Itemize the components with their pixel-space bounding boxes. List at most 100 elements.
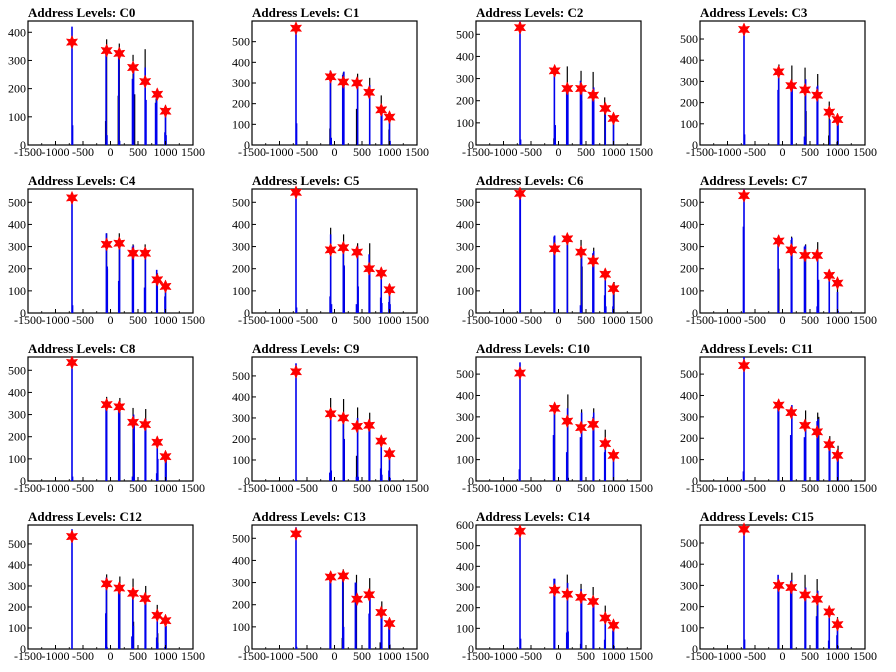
x-tick-label: -1000 bbox=[266, 481, 294, 495]
data-point-star bbox=[785, 405, 798, 420]
chart-title: Address Levels: C11 bbox=[700, 341, 814, 356]
x-tick-label: -1000 bbox=[490, 145, 518, 159]
x-tick-label: 1000 bbox=[602, 649, 626, 663]
data-point-star bbox=[138, 246, 152, 261]
y-tick-label: 300 bbox=[8, 240, 26, 254]
data-point-star bbox=[823, 437, 836, 452]
data-point-star bbox=[513, 20, 527, 35]
x-tick-label: 1500 bbox=[405, 145, 429, 159]
data-point-star bbox=[375, 605, 388, 620]
plot-frame bbox=[27, 20, 194, 146]
y-tick-label: 400 bbox=[680, 53, 698, 67]
y-tick-label: 100 bbox=[456, 116, 474, 130]
chart-title: Address Levels: C6 bbox=[476, 173, 584, 188]
data-point-star bbox=[599, 101, 612, 116]
data-point-star bbox=[772, 397, 785, 413]
data-point-star bbox=[324, 242, 337, 258]
x-tick-label: 500 bbox=[353, 313, 371, 327]
y-tick-label: 0 bbox=[20, 474, 26, 488]
plot-area: -1500 -1000 -500 0 500 1000 1500 0 100 200 300 400 5… bbox=[456, 186, 653, 327]
data-point-star bbox=[823, 604, 836, 620]
x-tick-label: -1500 bbox=[14, 649, 42, 663]
data-point-star bbox=[831, 448, 844, 463]
chart-panel: Address Levels: C5 -1500 -1000 -500 0 500 1000… bbox=[224, 168, 448, 336]
y-tick-label: 200 bbox=[680, 262, 698, 276]
data-point-star bbox=[383, 109, 396, 125]
x-tick-label: 0 bbox=[780, 481, 786, 495]
x-tick-label: 500 bbox=[353, 145, 371, 159]
chart-title: Address Levels: C3 bbox=[700, 5, 808, 20]
data-point-star bbox=[574, 590, 588, 605]
y-tick-label: 500 bbox=[456, 27, 474, 41]
plot-frame bbox=[475, 356, 642, 482]
x-tick-label: -1000 bbox=[42, 313, 70, 327]
y-tick-label: 400 bbox=[8, 558, 26, 572]
plot-area: -1500 -1000 -500 0 500 1000 1500 0 100 200 300 400 5… bbox=[232, 356, 429, 495]
y-tick-label: 100 bbox=[680, 117, 698, 131]
data-point-star bbox=[607, 111, 620, 126]
data-point-star bbox=[324, 69, 337, 84]
data-point-star bbox=[159, 279, 172, 294]
data-point-star bbox=[823, 105, 836, 120]
data-point-star bbox=[350, 592, 364, 607]
x-tick-label: 1500 bbox=[181, 145, 205, 159]
data-point-star bbox=[798, 418, 812, 433]
x-tick-label: -500 bbox=[744, 481, 766, 495]
x-tick-label: -500 bbox=[744, 145, 766, 159]
y-tick-label: 0 bbox=[468, 474, 474, 488]
x-tick-label: -500 bbox=[520, 313, 542, 327]
x-tick-label: 0 bbox=[108, 145, 114, 159]
x-tick-label: 500 bbox=[129, 145, 147, 159]
x-tick-label: 500 bbox=[577, 145, 595, 159]
chart-title: Address Levels: C5 bbox=[252, 173, 360, 188]
data-point-star bbox=[375, 266, 388, 281]
data-point-star bbox=[138, 591, 152, 606]
data-point-star bbox=[798, 248, 812, 263]
x-tick-label: 1500 bbox=[405, 649, 429, 663]
chart-title: Address Levels: C9 bbox=[252, 341, 360, 356]
x-tick-label: -1500 bbox=[686, 313, 714, 327]
x-tick-label: 1500 bbox=[405, 481, 429, 495]
y-tick-label: 400 bbox=[232, 553, 250, 567]
x-tick-label: -500 bbox=[744, 313, 766, 327]
data-point-star bbox=[126, 60, 140, 75]
x-tick-label: 0 bbox=[780, 145, 786, 159]
chart-panel: Address Levels: C8 -1500 -1000 -500 0 500 1000… bbox=[0, 336, 224, 504]
x-tick-label: 500 bbox=[577, 481, 595, 495]
data-point-star bbox=[100, 397, 113, 412]
y-tick-label: 100 bbox=[680, 621, 698, 635]
data-point-star bbox=[737, 522, 751, 537]
data-point-star bbox=[810, 88, 824, 103]
y-tick-label: 0 bbox=[20, 306, 26, 320]
data-point-star bbox=[548, 582, 561, 598]
data-point-star bbox=[113, 236, 126, 251]
x-tick-label: -500 bbox=[296, 145, 318, 159]
data-point-star bbox=[785, 580, 798, 595]
data-point-star bbox=[383, 446, 396, 461]
plot-area: -1500 -1000 -500 0 500 1000 1500 0 100 200 300 400 bbox=[8, 20, 205, 159]
x-tick-label: 500 bbox=[353, 481, 371, 495]
y-tick-label: 400 bbox=[8, 385, 26, 399]
x-tick-label: 500 bbox=[801, 649, 819, 663]
chart-panel: Address Levels: C9 -1500 -1000 -500 0 500 1000… bbox=[224, 336, 448, 504]
y-tick-label: 0 bbox=[692, 474, 698, 488]
y-tick-label: 500 bbox=[8, 537, 26, 551]
chart-panel: Address Levels: C15 -1500 -1000 -500 0 500 100… bbox=[672, 504, 896, 672]
x-tick-label: -1500 bbox=[14, 145, 42, 159]
data-point-star bbox=[772, 64, 785, 80]
x-tick-label: 500 bbox=[353, 649, 371, 663]
x-tick-label: -1500 bbox=[238, 481, 266, 495]
x-tick-label: -1000 bbox=[490, 649, 518, 663]
y-tick-label: 200 bbox=[456, 431, 474, 445]
y-tick-label: 0 bbox=[244, 306, 250, 320]
x-tick-label: 1000 bbox=[602, 313, 626, 327]
x-tick-label: -500 bbox=[296, 313, 318, 327]
y-tick-label: 100 bbox=[8, 284, 26, 298]
y-tick-label: 400 bbox=[680, 388, 698, 402]
x-tick-label: 0 bbox=[556, 481, 562, 495]
y-tick-label: 0 bbox=[244, 474, 250, 488]
y-tick-label: 0 bbox=[468, 642, 474, 656]
chart-title: Address Levels: C8 bbox=[28, 341, 136, 356]
data-point-star bbox=[324, 406, 337, 421]
chart-panel: Address Levels: C10 -1500 -1000 -500 0 500 100… bbox=[448, 336, 672, 504]
